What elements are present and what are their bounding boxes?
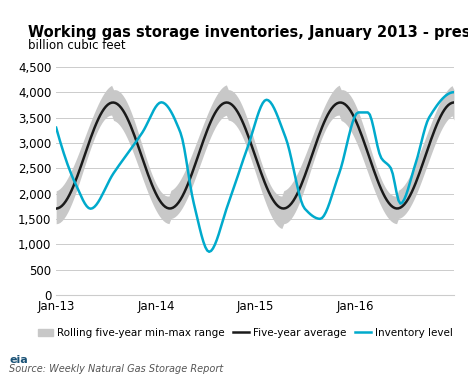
- Text: billion cubic feet: billion cubic feet: [28, 39, 126, 52]
- Text: eia: eia: [9, 355, 28, 365]
- Text: Working gas storage inventories, January 2013 - present: Working gas storage inventories, January…: [28, 25, 468, 40]
- Text: Source: Weekly Natural Gas Storage Report: Source: Weekly Natural Gas Storage Repor…: [9, 364, 224, 374]
- Legend: Rolling five-year min-max range, Five-year average, Inventory level: Rolling five-year min-max range, Five-ye…: [34, 324, 457, 342]
